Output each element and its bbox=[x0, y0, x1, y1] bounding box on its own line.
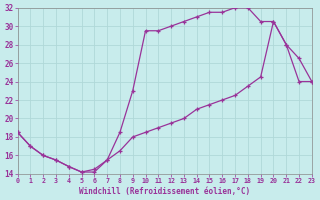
X-axis label: Windchill (Refroidissement éolien,°C): Windchill (Refroidissement éolien,°C) bbox=[79, 187, 250, 196]
